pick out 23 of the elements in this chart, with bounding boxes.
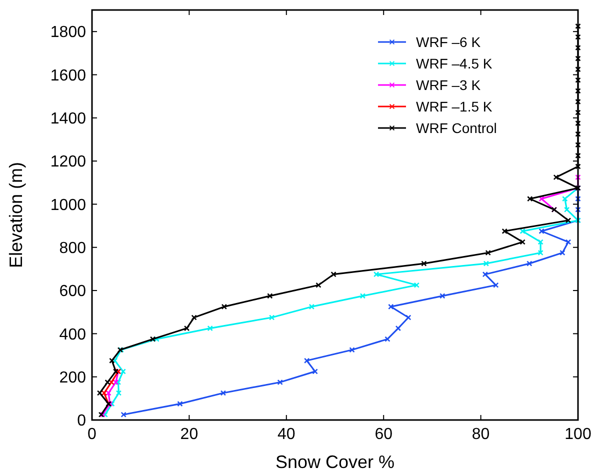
legend-label: WRF –4.5 K [416, 55, 493, 72]
x-tick-label: 0 [88, 426, 97, 443]
legend-label: WRF –3 K [416, 76, 482, 93]
y-tick-label: 1800 [50, 24, 86, 42]
y-tick-label: 0 [77, 412, 86, 430]
y-tick-label: 1000 [50, 196, 86, 214]
y-tick-label: 800 [59, 240, 86, 257]
legend-label: WRF –1.5 K [416, 98, 493, 114]
y-tick-label: 1200 [50, 154, 86, 171]
x-tick-label: 100 [564, 426, 592, 443]
x-tick-label: 40 [278, 426, 296, 443]
y-axis-title: Elevation (m) [6, 162, 26, 268]
x-tick-label: 20 [180, 426, 198, 443]
x-axis-title: Snow Cover % [275, 452, 395, 472]
x-tick-label: 60 [374, 426, 393, 443]
y-tick-label: 1600 [50, 67, 86, 84]
legend-label: WRF –6 K [416, 34, 482, 50]
y-tick-label: 200 [59, 369, 86, 386]
legend-label: WRF Control [416, 120, 497, 136]
y-tick-label: 600 [59, 283, 86, 300]
y-tick-label: 400 [59, 326, 86, 344]
y-tick-label: 1400 [50, 110, 86, 128]
x-tick-label: 80 [472, 426, 490, 443]
